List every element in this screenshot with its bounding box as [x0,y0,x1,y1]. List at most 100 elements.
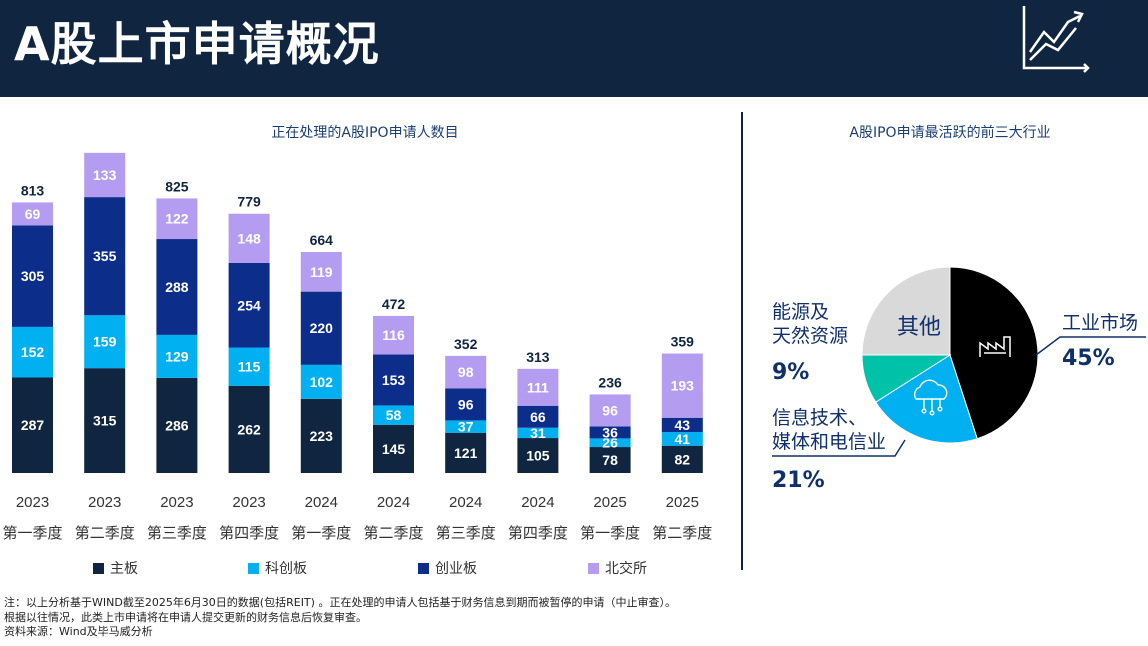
bar-value-label: 122 [165,211,189,227]
bar-value-label: 133 [93,167,117,183]
bar-segment-主板 [589,447,631,473]
bar-segment-科创板 [517,427,559,439]
x-tick-quarter: 第四季度 [219,524,279,542]
bar-segment-科创板 [373,405,414,425]
pie-pct-energy: 9% [772,360,810,385]
bar-segment-北交所 [228,213,270,264]
ipo-applicants-bar-chart: 287 152 305 69 813 2023 第一季度 315 159 355 133 96 220 2… [2,152,712,542]
legend-star-market: 科创板 [248,558,307,578]
x-tick-year: 2024 [377,494,410,511]
bar-segment-科创板 [589,438,631,448]
bar-value-label: 286 [165,417,189,433]
bar-segment-主板 [84,368,126,473]
bar-segment-主板 [445,432,487,473]
legend-swatch-main-board [93,563,104,574]
industry-pie-chart [861,266,1039,444]
bar-segment-创业板 [517,405,559,428]
bar-segment-主板 [661,445,703,473]
footnotes: 注：以上分析基于WIND截至2025年6月30日的数据(包括REIT) 。正在处… [4,596,676,640]
x-tick-quarter: 第二季度 [652,524,712,542]
legend-label: 创业板 [435,561,477,577]
bar-segment-北交所 [661,353,703,418]
bar-total-label: 352 [454,336,478,352]
bar-value-label: 305 [21,268,45,284]
x-tick-year: 2025 [593,494,626,511]
bar-chart-title: 正在处理的A股IPO申请人数目 [271,125,459,141]
pie-label-industrial: 工业市场 [1062,312,1139,334]
legend-chinext: 创业板 [418,558,477,578]
x-tick-quarter: 第二季度 [363,524,423,542]
x-tick-quarter: 第三季度 [436,524,496,542]
bar-value-label: 31 [530,425,546,441]
bar-value-label: 58 [386,407,402,423]
x-tick-year: 2023 [160,494,193,511]
bar-value-label: 78 [602,452,618,468]
x-tick-quarter: 第三季度 [147,524,207,542]
pie-label-tmt: 信息技术、 媒体和电信业 [772,406,886,454]
bar-segment-主板 [228,385,270,473]
bar-value-label: 288 [165,279,189,295]
bar-total-label: 779 [237,194,261,210]
x-tick-year: 2023 [88,494,121,511]
legend-swatch-bse [588,563,599,574]
pie-pct-tmt: 21% [772,468,825,493]
bar-total-label: 664 [310,232,334,248]
bar-value-label: 193 [671,378,695,394]
legend-swatch-star-market [248,563,259,574]
pie-label-other: 其他 [897,315,942,340]
bar-segment-北交所 [517,368,559,406]
legend-label: 主板 [110,561,138,577]
x-tick-year: 2023 [16,494,49,511]
bar-value-label: 159 [93,334,117,350]
x-tick-year: 2025 [666,494,699,511]
bar-segment-创业板 [445,388,487,421]
bar-value-label: 287 [21,417,45,433]
bar-segment-主板 [373,424,414,473]
bar-value-label: 36 [602,424,618,440]
bar-segment-主板 [156,377,198,473]
bar-segment-创业板 [84,197,126,316]
legend-swatch-chinext [418,563,429,574]
bar-value-label: 145 [382,441,406,457]
bar-segment-创业板 [300,291,342,365]
bar-value-label: 153 [382,372,406,388]
legend-label: 科创板 [265,561,307,577]
header-banner: A股上市申请概况 [0,0,1148,97]
bar-total-label: 825 [165,178,189,194]
bar-value-label: 220 [310,320,334,336]
tech-circuit-icon [913,379,948,416]
bar-segment-主板 [12,377,53,473]
bar-segment-北交所 [445,355,487,389]
bar-total-label: 813 [21,182,45,198]
bar-segment-创业板 [228,263,270,348]
bar-total-label: 472 [382,296,406,312]
bar-segment-创业板 [589,426,631,439]
bar-value-label: 37 [458,419,474,435]
pie-label-energy: 能源及 天然资源 [772,300,848,348]
bar-segment-北交所 [12,202,53,226]
section-divider [741,112,743,570]
factory-icon [979,336,1011,357]
x-tick-quarter: 第一季度 [291,524,351,542]
bar-value-label: 115 [238,359,261,375]
bar-segment-科创板 [300,364,342,399]
bar-segment-北交所 [156,198,198,240]
bar-value-label: 116 [382,327,405,343]
bar-segment-科创板 [12,326,53,378]
bar-segment-主板 [300,398,342,473]
legend-label: 北交所 [605,561,647,577]
bar-value-label: 102 [310,374,334,390]
bar-value-label: 82 [675,451,691,467]
bar-segment-北交所 [589,394,631,427]
x-tick-quarter: 第一季度 [2,524,62,542]
x-tick-year: 2024 [305,494,338,511]
bar-value-label: 26 [602,435,618,451]
bar-segment-科创板 [445,420,487,433]
x-tick-year: 2024 [521,494,554,511]
legend-main-board: 主板 [93,558,138,578]
x-tick-quarter: 第二季度 [75,524,135,542]
bar-value-label: 66 [530,409,546,425]
footnote-line: 根据以往情况，此类上市申请将在申请人提交更新的财务信息后恢复审查。 [4,610,367,624]
bar-value-label: 43 [675,417,691,433]
bar-segment-科创板 [661,432,703,446]
